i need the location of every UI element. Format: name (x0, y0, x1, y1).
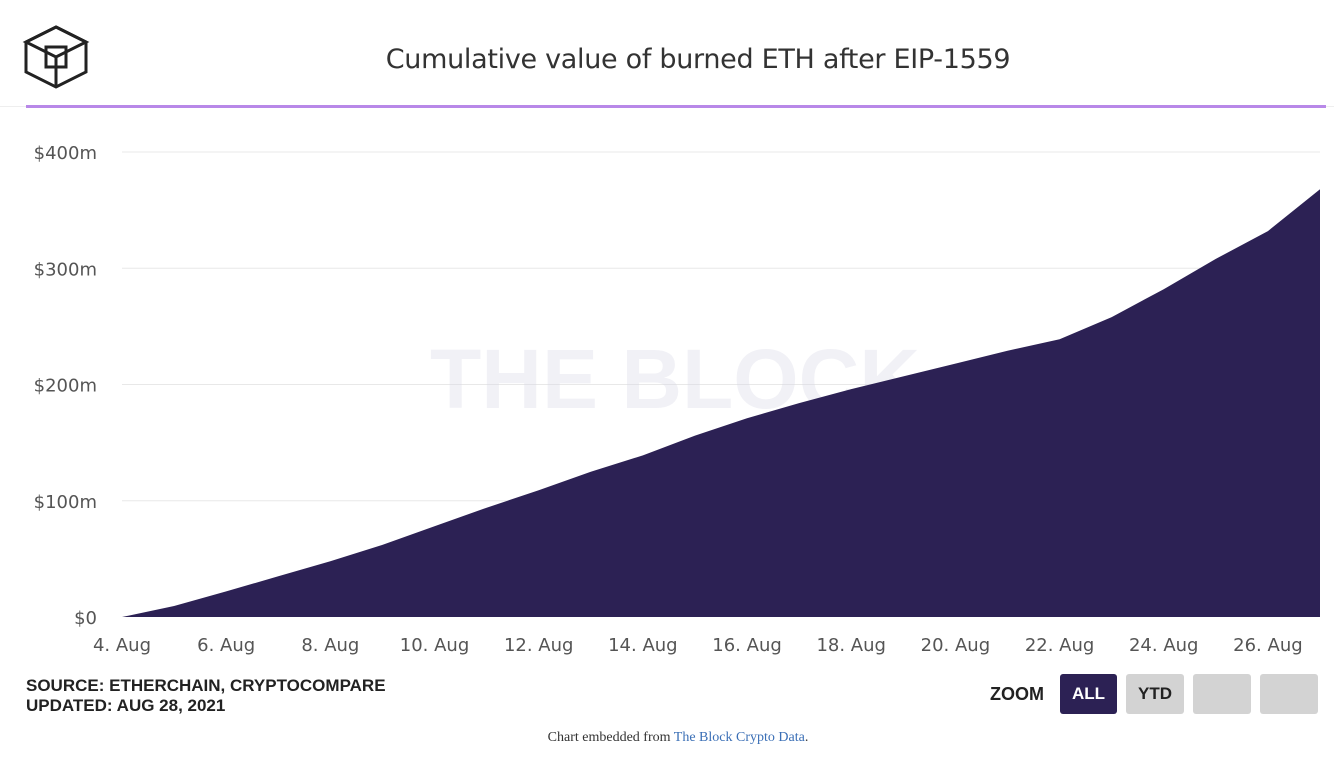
zoom-label: ZOOM (990, 684, 1044, 704)
embed-note: Chart embedded from The Block Crypto Dat… (0, 730, 1334, 746)
y-axis: $0 $100m $200m $300m $400m (34, 143, 97, 629)
embed-prefix: Chart embedded from (547, 730, 674, 745)
x-tick-label: 6. Aug (197, 635, 255, 656)
x-tick-label: 8. Aug (301, 635, 359, 656)
x-tick-label: 12. Aug (504, 635, 574, 656)
source-line: SOURCE: ETHERCHAIN, CRYPTOCOMPARE (26, 676, 386, 695)
zoom-ytd-button[interactable]: YTD (1126, 674, 1184, 714)
source-info: SOURCE: ETHERCHAIN, CRYPTOCOMPARE UPDATE… (26, 676, 386, 716)
x-tick-label: 20. Aug (921, 635, 991, 656)
chart-title: Cumulative value of burned ETH after EIP… (385, 44, 1011, 75)
x-tick-label: 18. Aug (816, 635, 886, 656)
x-tick-label: 24. Aug (1129, 635, 1199, 656)
zoom-blank-button-1[interactable] (1193, 674, 1251, 714)
x-axis: 4. Aug 6. Aug 8. Aug 10. Aug 12. Aug 14. Aug 1… (93, 635, 1303, 656)
updated-line: UPDATED: AUG 28, 2021 (26, 696, 226, 715)
y-tick-label: $100m (34, 492, 97, 513)
x-tick-label: 16. Aug (712, 635, 782, 656)
embed-suffix: . (804, 730, 809, 745)
x-tick-label: 22. Aug (1025, 635, 1095, 656)
the-block-logo-icon (22, 25, 90, 89)
zoom-all-button[interactable]: ALL (1060, 674, 1117, 714)
area-series[interactable] (122, 189, 1320, 617)
chart-area: THE BLOCK $0$100m$200m$300m$400m 4. Aug 6… (34, 143, 1320, 656)
zoom-blank-button-2[interactable] (1260, 674, 1318, 714)
x-tick-label: 10. Aug (400, 635, 470, 656)
x-tick-label: 26. Aug (1233, 635, 1303, 656)
x-tick-label: 4. Aug (93, 635, 151, 656)
y-tick-label: $400m (34, 143, 97, 164)
x-tick-label: 14. Aug (608, 635, 678, 656)
accent-rule (26, 105, 1326, 108)
embed-link[interactable]: The Block Crypto Data (673, 730, 805, 745)
y-tick-label: $300m (34, 259, 97, 280)
y-tick-label: $200m (34, 376, 97, 397)
y-tick-label: $0 (74, 608, 97, 629)
